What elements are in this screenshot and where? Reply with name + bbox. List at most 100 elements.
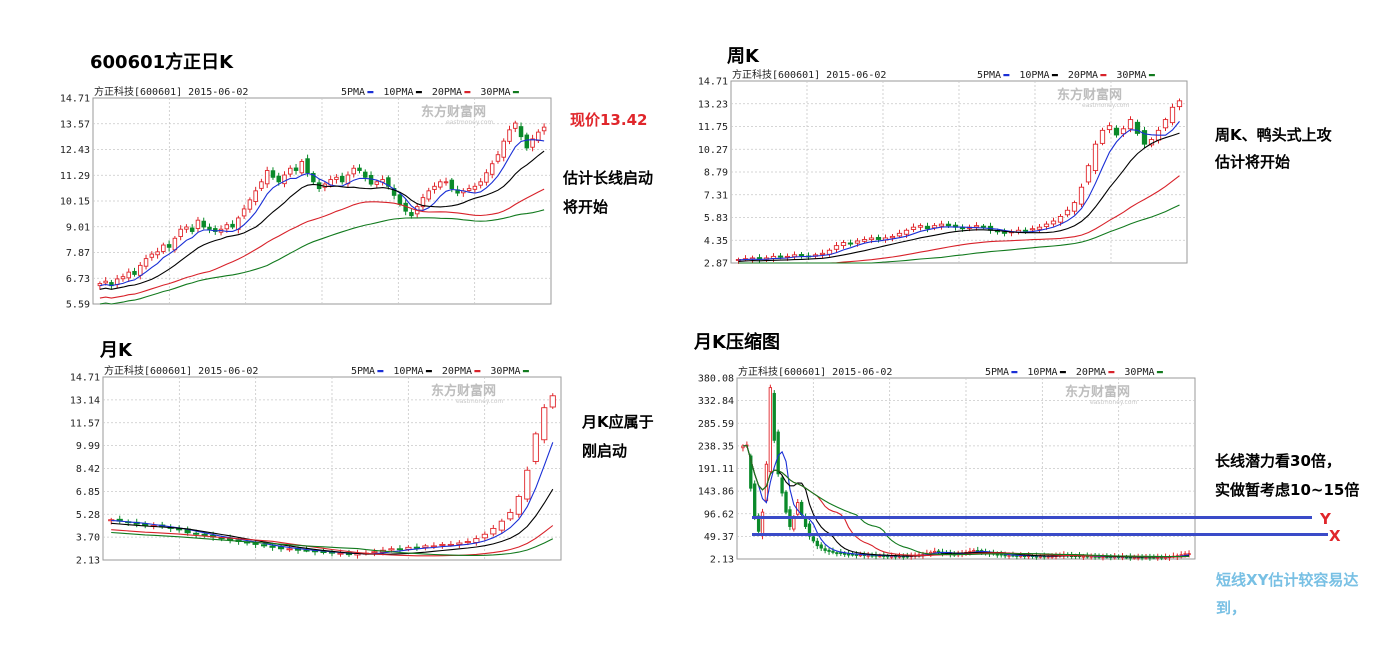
legend-entry: 5PMA [985,367,1009,378]
legend-entry: 10PMA [383,87,413,98]
candle-body [917,225,924,228]
y-tick-label: 10.27 [698,145,728,156]
y-tick-label: 6.73 [66,274,90,285]
legend-swatch [1148,74,1155,77]
candle-body [481,533,488,539]
price-now-note: 现价13.42 [570,111,648,129]
candle-body [443,181,449,184]
candle-body [269,545,276,548]
legend-entry: 5PMA [977,70,1001,81]
candle-body [195,219,201,229]
candle-body [910,226,917,230]
legend-swatch [425,370,432,373]
candle-body [840,242,847,247]
candle-body [1050,220,1057,225]
candle-body [972,549,976,553]
candle-body [875,236,882,240]
compressed-note-line-2: 实做暂考虑10~15倍 [1215,481,1360,499]
candle-body [303,549,310,552]
candle-body [230,223,235,228]
candle-body [357,167,362,171]
candle-body [903,229,910,235]
y-tick-label: 10.15 [60,197,90,208]
candle-body [1127,119,1134,130]
legend-swatch [377,370,384,373]
y-tick-label: 14.71 [60,94,90,105]
candle-body [1007,554,1011,557]
candle-body [422,545,429,548]
legend-entry: 10PMA [1027,367,1057,378]
legend-entry: 10PMA [393,366,423,377]
y-tick-label: 5.28 [76,510,100,521]
candle-body [386,177,391,187]
candle-body [819,544,823,549]
candle-body [489,163,495,175]
candle-body [1029,228,1036,231]
y-tick-label: 96.62 [704,509,734,520]
candle-body [524,134,530,149]
candle-body [1099,129,1106,144]
candle-body [541,407,548,441]
chart-header: 方正科技[600601] 2015-06-02 [738,365,892,378]
short-term-note-line-1: 短线XY估计较容易达 [1216,571,1359,589]
candle-body [827,549,831,552]
watermark-sub: eastmoney.com [446,119,493,126]
moving-average-5 [738,121,1180,261]
candle-body [1134,121,1141,134]
candle-body [1064,209,1071,216]
level-y-line [752,516,1312,519]
candle-body [371,551,378,554]
watermark-sub: eastmoney.com [1090,399,1137,406]
candle-body [155,251,160,256]
candle-body [334,176,339,180]
legend-swatch [1059,371,1066,374]
candle-body [980,225,987,228]
watermark-logo: 东方财富网 [421,104,486,120]
legend-entry: 5PMA [341,87,365,98]
candle-body [1003,554,1007,557]
monthly-note-line-1: 月K应属于 [582,413,654,431]
short-term-note-line-2: 到， [1216,599,1247,617]
candle-body [178,228,183,237]
candle-body [305,158,310,174]
candle-body [507,129,512,142]
candle-body [166,244,172,248]
candle-body [524,469,531,500]
y-tick-label: 9.99 [76,441,100,452]
moving-average-5 [99,139,545,287]
y-tick-label: 14.71 [698,77,728,88]
candle-body [132,270,137,275]
candle-body [1085,165,1092,183]
y-tick-label: 8.79 [704,168,728,179]
candle-body [1057,215,1064,223]
candle-body [286,548,293,551]
candle-body [259,181,264,189]
candle-body [931,225,938,229]
weekly-note-line-1: 周K、鸭头式上攻 [1215,126,1332,144]
candle-body [277,546,285,550]
candle-body [843,552,847,555]
weekly-chart-title: 周K [727,46,759,67]
candle-body [799,501,804,515]
candle-body [847,242,854,245]
candle-body [351,167,356,175]
candle-body [896,232,903,237]
daily-chart-title: 600601方正日K [90,52,234,73]
daily-note-line-1: 估计长线启动 [563,169,654,187]
legend-swatch [1011,371,1018,374]
candle-body [815,540,819,547]
candle-body [320,551,327,554]
moving-average-30 [742,445,1190,558]
y-tick-label: 13.14 [70,395,100,406]
candle-body [753,483,757,518]
candle-body [293,167,299,171]
candle-body [213,228,218,232]
candle-body [1022,229,1029,232]
y-tick-label: 238.35 [698,441,734,452]
y-tick-label: 6.85 [76,487,100,498]
candle-body [299,161,305,174]
candle-body [536,131,541,142]
candle-body [532,433,539,462]
candle-body [833,245,840,250]
candle-body [749,455,753,489]
